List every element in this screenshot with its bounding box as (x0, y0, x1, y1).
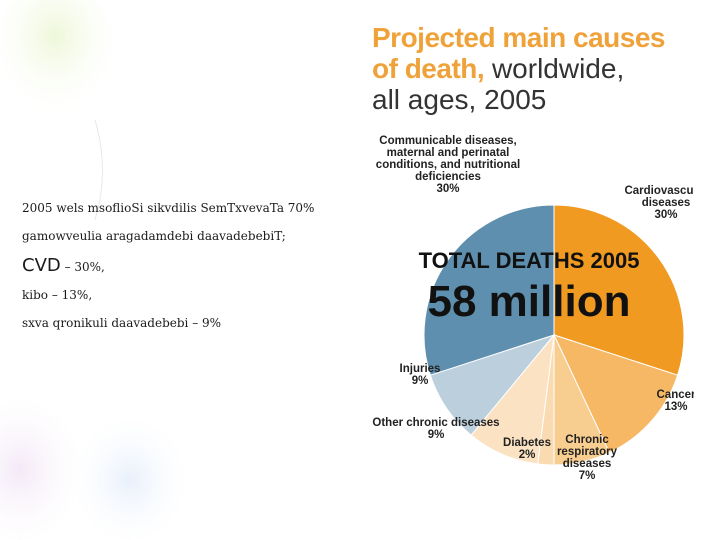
pie-slice-cardiovascular (553, 204, 685, 376)
cvd-label: CVD (22, 255, 61, 276)
pie-slices (423, 204, 685, 466)
chart-title-line-1: Projected main causes (372, 22, 665, 53)
pie-label-cardiovascular: Cardiovasculardiseases30% (624, 185, 694, 221)
chart-title-bold: of death, (372, 53, 485, 84)
balloon-green (0, 0, 115, 120)
pie-label-diabetes: Diabetes 2% (503, 437, 551, 461)
slide-text-line-3: CVD – 30%, (22, 256, 352, 277)
slide-text-line-5: sxva qronikuli daavadebebi – 9% (22, 316, 222, 330)
pie-label-injuries: Injuries 9% (400, 363, 441, 387)
slide-body-text: 2005 wels msoflioSi sikvdilis SemTxvevaT… (22, 200, 352, 343)
pie-center-line-2: 58 million (428, 277, 631, 326)
balloon-blue (75, 420, 185, 540)
chart-title: Projected main causes of death, worldwid… (372, 22, 665, 115)
pie-slice-communicable (423, 204, 555, 376)
pie-label-cancer: Cancer 13% (657, 389, 695, 413)
slide-text-line-2: gamowveulia aragadamdebi daavadebebiT; (22, 229, 286, 243)
balloon-string (94, 119, 103, 221)
chart-title-line-2: of death, worldwide, (372, 53, 665, 84)
balloon-lavender (0, 400, 80, 540)
chart-title-thin: worldwide, (484, 53, 625, 84)
pie-slice-cancer (553, 334, 679, 454)
slide-text-line-1: 2005 wels msoflioSi sikvdilis SemTxvevaT… (22, 201, 315, 215)
who-chart-figure: Projected main causes of death, worldwid… (366, 18, 694, 488)
pie-label-communicable: Communicable diseases, maternal and perin… (376, 135, 520, 195)
pie-label-other_chronic: Other chronic diseases 9% (372, 417, 499, 441)
pie-label-chronic_respiratory: Chronic respiratory diseases 7% (557, 434, 618, 482)
cvd-percent: – 30%, (60, 260, 105, 274)
chart-title-line-3: all ages, 2005 (372, 84, 547, 115)
pie-center-line-1: TOTAL DEATHS 2005 (419, 248, 640, 273)
slide-text-line-4: kibo – 13%, (22, 288, 93, 302)
